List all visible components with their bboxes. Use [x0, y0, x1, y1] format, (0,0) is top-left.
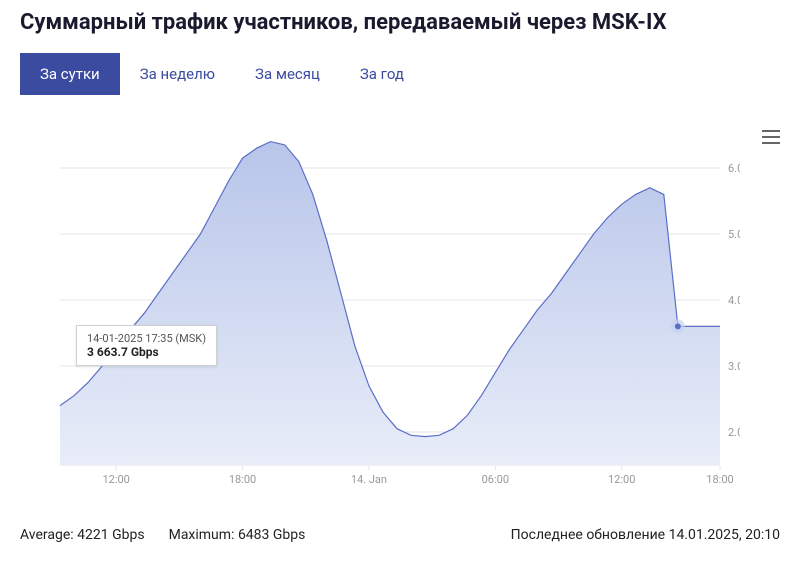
svg-text:14. Jan: 14. Jan	[351, 473, 387, 486]
svg-text:5.0T: 5.0T	[728, 228, 740, 241]
svg-text:12:00: 12:00	[102, 473, 129, 486]
stats-bar: Average: 4221 Gbps Maximum: 6483 Gbps По…	[20, 527, 780, 543]
svg-text:2.0T: 2.0T	[728, 426, 740, 439]
svg-text:18:00: 18:00	[229, 473, 256, 486]
chart-container: 2.0T 3.0T 4.0T 5.0T 6.0T 12:00 18:00 14. Jan 06:…	[20, 115, 780, 515]
svg-text:12:00: 12:00	[608, 473, 635, 486]
stat-maximum: Maximum: 6483 Gbps	[169, 527, 306, 543]
svg-text:6.0T: 6.0T	[728, 162, 740, 175]
tab-2[interactable]: За месяц	[235, 53, 340, 95]
tab-3[interactable]: За год	[340, 53, 424, 95]
svg-text:18:00: 18:00	[706, 473, 733, 486]
svg-text:3.0T: 3.0T	[728, 360, 740, 373]
time-range-tabs: За суткиЗа неделюЗа месяцЗа год	[20, 53, 780, 95]
hamburger-icon[interactable]	[762, 130, 780, 144]
tab-1[interactable]: За неделю	[120, 53, 235, 95]
stat-updated: Последнее обновление 14.01.2025, 20:10	[511, 527, 780, 543]
tab-0[interactable]: За сутки	[20, 53, 120, 95]
svg-text:06:00: 06:00	[482, 473, 509, 486]
page-title: Суммарный трафик участников, передаваемы…	[20, 10, 780, 35]
svg-text:4.0T: 4.0T	[728, 294, 740, 307]
traffic-chart: 2.0T 3.0T 4.0T 5.0T 6.0T 12:00 18:00 14. Jan 06:…	[20, 115, 740, 495]
stat-average: Average: 4221 Gbps	[20, 527, 145, 543]
